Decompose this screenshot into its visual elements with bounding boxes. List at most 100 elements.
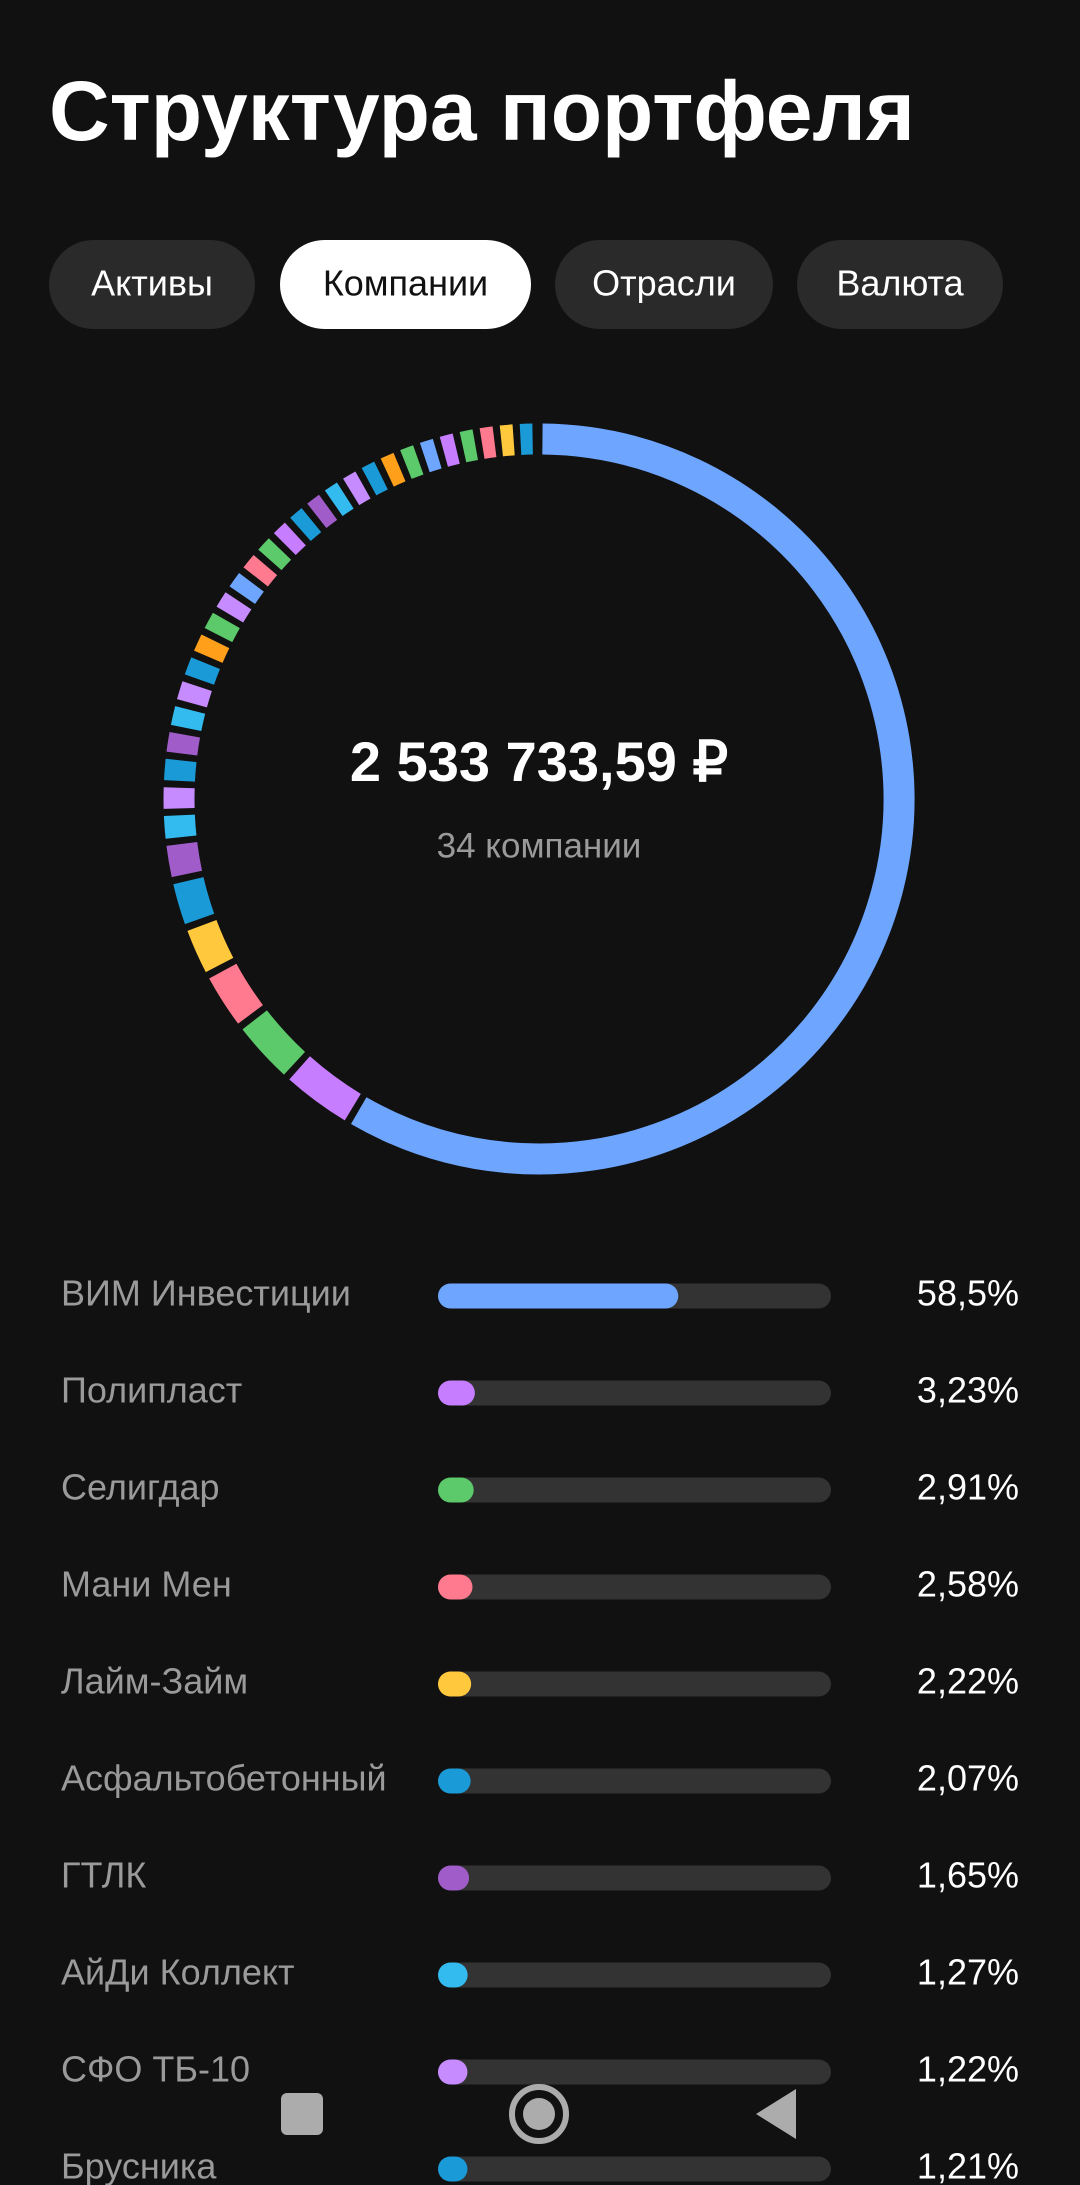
donut-segment [289, 1056, 361, 1121]
bar-fill [438, 1283, 679, 1309]
name-column: ВИМ Инвестиции Полипласт Селигдар Мани Мен Л… [61, 1273, 387, 2185]
tab-background[interactable] [797, 240, 1003, 329]
share-value: 2,07% [917, 1758, 1019, 1799]
company-name: СФО ТБ-10 [61, 2049, 250, 2090]
donut-segment [380, 452, 406, 487]
donut-segment [242, 1010, 306, 1075]
bar-fill [438, 2059, 468, 2085]
tab-label[interactable]: Валюта [836, 263, 964, 304]
tab[interactable]: Отрасли [555, 240, 773, 329]
donut-segment [273, 522, 306, 556]
company-name: Лайм-Займ [61, 1661, 248, 1702]
home-button[interactable] [509, 2084, 569, 2144]
donut-segment [204, 612, 240, 643]
share-value: 2,58% [917, 1564, 1019, 1605]
name-fade [385, 1200, 419, 2185]
donut-segment [343, 471, 371, 506]
bar-fill [438, 1962, 468, 1988]
bar-track [438, 1865, 831, 1891]
donut-segment [307, 494, 338, 528]
share-value: 1,27% [917, 1952, 1019, 1993]
company-name: Полипласт [61, 1370, 242, 1411]
company-name: Брусника [61, 2146, 217, 2185]
bar-fill [438, 1574, 473, 1600]
bar-track [438, 1962, 831, 1988]
company-list: 58,5% 3,23% 2,91% 2,58% 2,22% 2,07% 1,65% 1,27%… [438, 1273, 1019, 2185]
share-value: 58,5% [917, 1273, 1019, 1314]
tab-bar: Активы Компании Отрасли Валюта [49, 240, 1003, 329]
company-count: 34 компании [437, 826, 642, 865]
bar-track [438, 1574, 831, 1600]
bar-fill [438, 2156, 468, 2182]
donut-segment [170, 706, 206, 732]
bar-fill [438, 1477, 474, 1503]
page-title: Структура портфеля [49, 64, 915, 158]
donut-segment [400, 445, 424, 479]
donut-segment [243, 555, 278, 587]
tab[interactable]: Активы [49, 240, 255, 329]
company-name: Селигдар [61, 1467, 220, 1508]
company-name: Асфальтобетонный [61, 1758, 387, 1799]
donut-segment [187, 919, 234, 973]
donut-segment [229, 573, 264, 604]
donut-segment [439, 433, 460, 467]
bar-track [438, 2156, 831, 2182]
donut-segment [499, 424, 515, 457]
tab-label[interactable]: Активы [91, 263, 213, 304]
company-name: АйДи Коллект [61, 1952, 295, 1993]
donut-segment [258, 538, 292, 571]
share-value: 2,22% [917, 1661, 1019, 1702]
donut-segment [166, 731, 201, 756]
donut-segment [184, 657, 220, 685]
total-value: 2 533 733,59 ₽ [350, 730, 728, 793]
company-name: Мани Мен [61, 1564, 232, 1605]
tab-background[interactable] [49, 240, 255, 329]
recents-button[interactable] [281, 2093, 323, 2135]
donut-segment [459, 429, 479, 463]
share-value: 2,91% [917, 1467, 1019, 1508]
company-name: ГТЛК [61, 1855, 146, 1896]
nav-bar [281, 2084, 796, 2144]
donut-segment [479, 426, 497, 459]
bar-fill [438, 1380, 475, 1406]
bar-fill [438, 1865, 470, 1891]
donut-segment [216, 592, 252, 623]
donut-chart [163, 423, 915, 1175]
donut-segment [324, 482, 354, 517]
donut-segment [290, 508, 322, 542]
tab[interactable]: Компании [280, 240, 531, 329]
donut-segment [209, 963, 264, 1024]
donut-segment [163, 814, 197, 839]
donut-segment [350, 423, 915, 1175]
donut-segment [419, 438, 442, 473]
bar-track [438, 1768, 831, 1794]
tab-background[interactable] [280, 240, 531, 329]
bar-track [438, 1671, 831, 1697]
bar-track [438, 1380, 831, 1406]
back-button[interactable] [756, 2089, 796, 2139]
tab[interactable]: Валюта [797, 240, 1003, 329]
tab-label[interactable]: Компании [323, 263, 488, 304]
bar-fill [438, 1768, 471, 1794]
donut-segment [166, 841, 203, 878]
share-value: 3,23% [917, 1370, 1019, 1411]
share-value: 1,22% [917, 2049, 1019, 2090]
tab-background[interactable] [555, 240, 773, 329]
company-name: ВИМ Инвестиции [61, 1273, 351, 1314]
home-dot [523, 2098, 555, 2130]
donut-segment [194, 634, 230, 663]
donut-segment [361, 461, 388, 496]
donut-segment [177, 681, 212, 708]
bar-fill [438, 1671, 472, 1697]
bar-track [438, 2059, 831, 2085]
share-value: 1,21% [917, 2146, 1019, 2185]
bar-track [438, 1477, 831, 1503]
tab-label[interactable]: Отрасли [592, 263, 736, 304]
donut-segment [163, 758, 197, 782]
donut-segment [173, 876, 215, 925]
share-value: 1,65% [917, 1855, 1019, 1896]
